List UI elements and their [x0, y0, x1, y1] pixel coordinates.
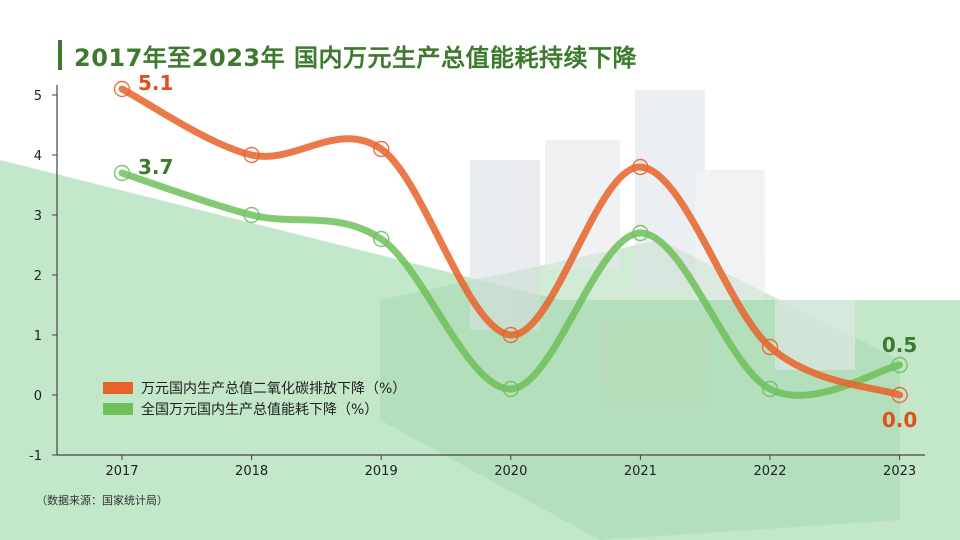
- data-point-co2: [891, 386, 908, 404]
- legend-label-co2: 万元国内生产总值二氧化碳排放下降（%）: [141, 380, 407, 397]
- y-tick-label: 4: [34, 149, 42, 164]
- data-point-energy: [243, 206, 260, 224]
- data-point-energy: [502, 380, 519, 398]
- city-buildings: [470, 90, 855, 410]
- title-accent-bar: [58, 40, 62, 70]
- data-point-energy: [373, 230, 390, 248]
- x-tick-label: 2020: [494, 464, 527, 479]
- data-point-energy: [632, 224, 649, 242]
- data-point-co2: [113, 80, 131, 98]
- data-source-note: （数据来源：国家统计局）: [36, 494, 168, 507]
- data-label-co2: 0.0: [882, 408, 917, 432]
- chart-title: 2017年至2023年 国内万元生产总值能耗持续下降: [74, 43, 637, 72]
- legend-item-co2: 万元国内生产总值二氧化碳排放下降（%）: [103, 377, 406, 398]
- y-tick-label: 2: [34, 269, 42, 284]
- data-point-energy: [891, 356, 908, 374]
- legend-swatch-energy: [103, 402, 133, 415]
- x-tick-label: 2021: [624, 464, 657, 479]
- data-point-energy: [761, 380, 779, 398]
- data-point-co2: [502, 326, 519, 344]
- legend-item-energy: 全国万元国内生产总值能耗下降（%）: [103, 398, 406, 419]
- series-line-co2: [118, 85, 904, 399]
- data-point-co2: [243, 146, 260, 164]
- data-point-co2: [632, 158, 649, 176]
- x-tick-label: 2019: [365, 464, 398, 479]
- x-tick-label: 2018: [235, 464, 268, 479]
- y-tick-label: -1: [29, 449, 42, 464]
- y-tick-label: 0: [34, 389, 42, 404]
- x-tick-label: 2023: [883, 464, 916, 479]
- chart-legend: 万元国内生产总值二氧化碳排放下降（%） 全国万元国内生产总值能耗下降（%）: [103, 377, 406, 419]
- y-tick-label: 1: [34, 329, 42, 344]
- x-tick-label: 2022: [753, 464, 786, 479]
- data-point-energy: [113, 164, 131, 182]
- data-label-co2: 5.1: [138, 71, 173, 95]
- legend-swatch-co2: [103, 381, 133, 394]
- data-label-energy: 0.5: [882, 333, 917, 357]
- data-label-energy: 3.7: [138, 155, 173, 179]
- title-block: 2017年至2023年 国内万元生产总值能耗持续下降: [58, 36, 637, 74]
- data-point-co2: [761, 338, 779, 356]
- legend-label-energy: 全国万元国内生产总值能耗下降（%）: [141, 401, 379, 418]
- series-line-energy: [118, 169, 904, 399]
- y-tick-label: 5: [34, 89, 42, 104]
- x-tick-label: 2017: [105, 464, 138, 479]
- data-point-co2: [373, 140, 390, 158]
- y-tick-label: 3: [34, 209, 42, 224]
